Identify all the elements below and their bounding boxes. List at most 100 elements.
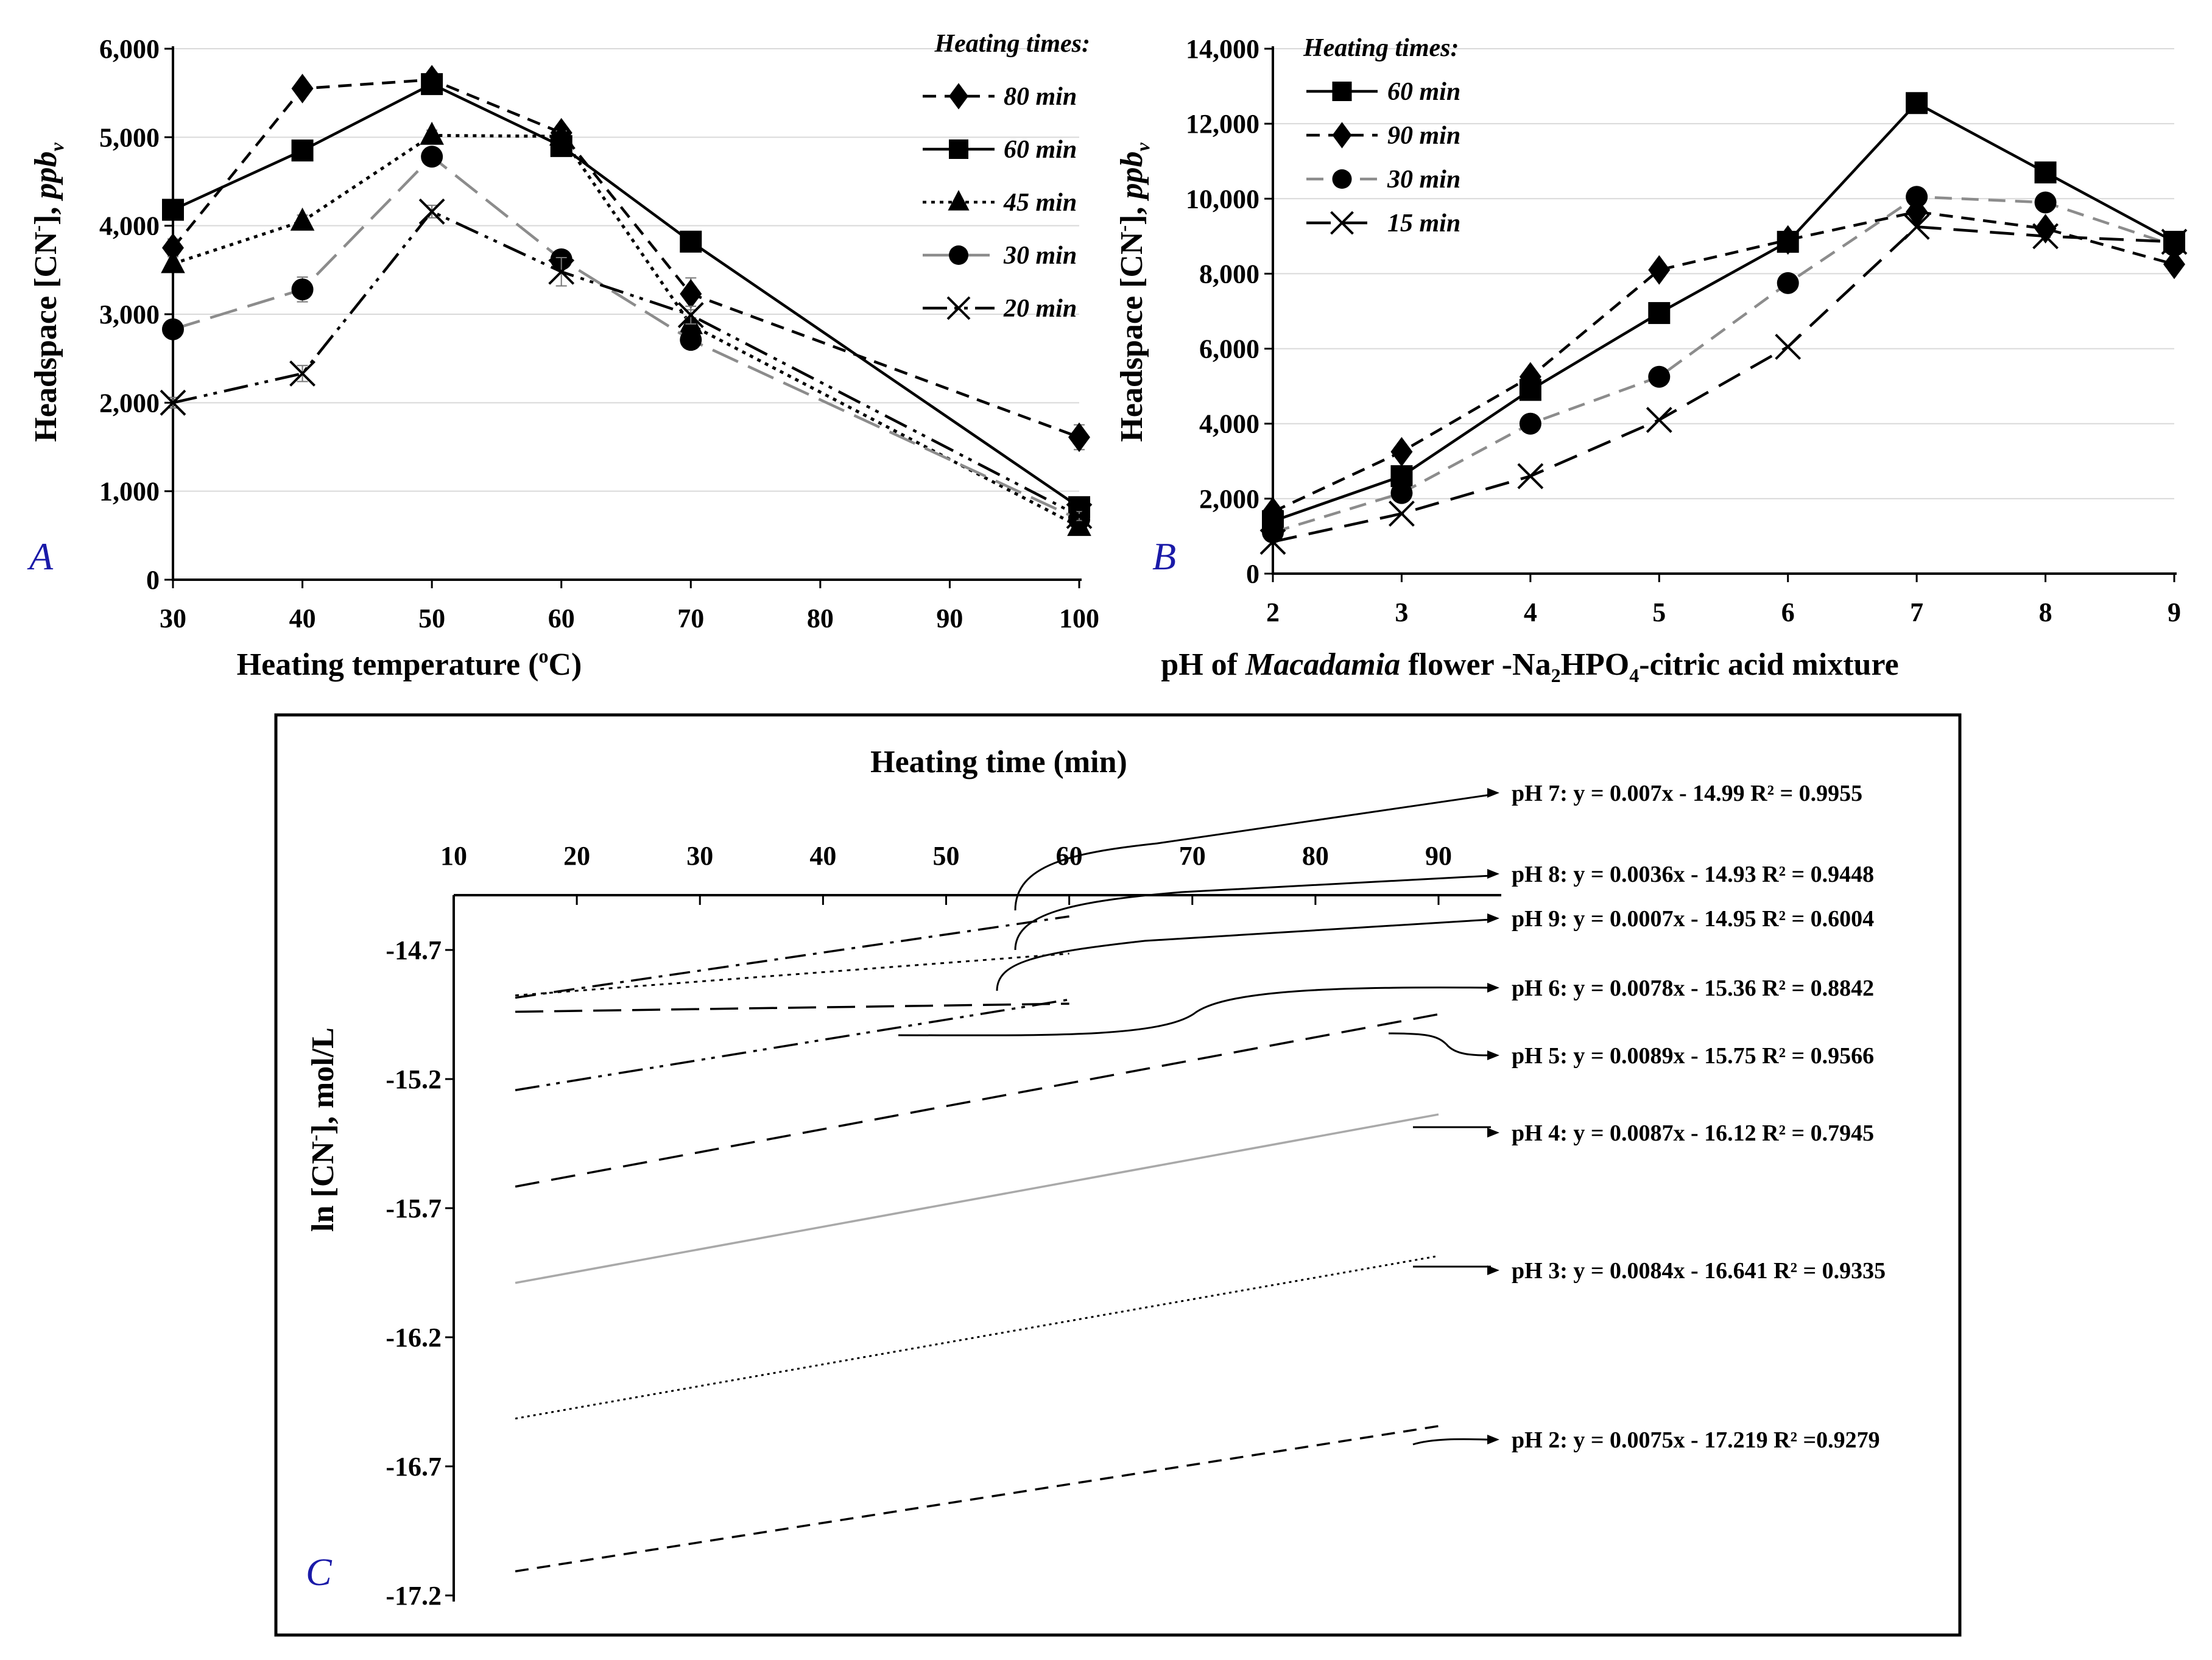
panel-b-legend-label: 90 min	[1387, 122, 1460, 150]
panel-c-y-tick-label: -16.2	[386, 1323, 442, 1352]
panel-b-data-point	[1906, 186, 1928, 208]
panel-c-fit-equation: pH 6: y = 0.0078x - 15.36 R² = 0.8842	[1512, 976, 1874, 1001]
panel-a-data-point	[1066, 502, 1093, 529]
panel-c-fit-line	[515, 915, 1069, 999]
panel-b-chart: 02,0004,0006,0008,00010,00012,00014,000 …	[1112, 34, 2188, 686]
panel-a-data-point	[160, 389, 186, 416]
panel-a-data-point	[162, 233, 184, 263]
panel-b-series-line	[1272, 101, 2175, 522]
panel-a-x-tick-label: 40	[289, 603, 316, 633]
panel-b-data-point	[1648, 365, 1671, 388]
panel-a-legend-label: 30 min	[1003, 242, 1077, 270]
panel-c-arrowhead	[1487, 788, 1499, 798]
panel-a-x-tick-label: 70	[677, 603, 704, 633]
panel-b-y-tick-label: 0	[1246, 559, 1259, 589]
panel-b-data-point	[2161, 228, 2188, 255]
panel-b-data-point	[1906, 92, 1928, 114]
panel-a-legend-marker	[946, 296, 971, 320]
panel-c-y-tick-label: -16.7	[386, 1452, 442, 1482]
panel-c-y-tick-label: -17.2	[386, 1581, 442, 1611]
panel-a-legend-label: 60 min	[1004, 136, 1077, 164]
panel-b-data-point	[1646, 407, 1672, 433]
panel-b-legend-marker	[1332, 169, 1352, 189]
panel-a-legend-marker	[949, 139, 968, 159]
panel-c-x-tick-label: 30	[686, 841, 713, 871]
panel-a-series-line	[172, 209, 1080, 518]
panel-c-fit-line	[515, 952, 1069, 997]
panel-c-arrowhead	[1487, 913, 1499, 923]
panel-a-tag: A	[27, 535, 54, 578]
panel-a-data-point	[680, 329, 702, 351]
panel-a-y-tick-label: 2,000	[99, 388, 160, 418]
panel-a-x-tick-label: 100	[1059, 603, 1099, 633]
panel-b-legend-label: 30 min	[1387, 166, 1460, 194]
panel-b-data-point	[1519, 362, 1541, 392]
panel-a-data-point	[680, 230, 702, 253]
panel-c-x-axis-label: Heating time (min)	[870, 745, 1127, 779]
panel-b-data-point	[2034, 191, 2057, 214]
panel-b-data-point	[1259, 529, 1286, 555]
panel-c-fit-equation: pH 9: y = 0.0007x - 14.95 R² = 0.6004	[1512, 906, 1874, 932]
panel-a-legend-marker	[948, 190, 970, 211]
panel-b-data-point	[2163, 249, 2185, 280]
panel-a-series-line	[172, 133, 1080, 529]
panel-a-y-tick-label: 0	[146, 565, 160, 595]
panel-b-y-tick-label: 12,000	[1186, 109, 1259, 139]
panel-c-connector	[996, 918, 1492, 991]
panel-c-fit-line	[515, 998, 1069, 1091]
panel-a-chart: 0 1,000 2,000 3,000 4,000 5,000 6,000 30 40 50 60…	[26, 30, 1099, 682]
panel-c-fit-line	[515, 1113, 1439, 1284]
panel-a-data-point	[290, 207, 315, 231]
panel-b-y-tick-label: 8,000	[1199, 259, 1259, 289]
panel-a-data-point	[291, 278, 314, 301]
panel-b-data-point	[1262, 497, 1284, 527]
panel-a-x-tick-label: 50	[418, 603, 445, 633]
panel-a-y-tick-label: 6,000	[99, 34, 160, 64]
panel-b-data-point	[1519, 412, 1541, 435]
panel-b-x-tick-label: 6	[1781, 597, 1795, 627]
panel-b-data-point	[1777, 272, 1799, 294]
panel-b-y-tick-label: 6,000	[1199, 334, 1259, 364]
panel-b-data-point	[1390, 482, 1413, 504]
panel-b-x-tick-label: 3	[1395, 597, 1408, 627]
panel-a-data-point	[289, 360, 315, 387]
panel-a-data-point	[421, 73, 443, 96]
panel-c-fit-line	[515, 1013, 1439, 1188]
panel-c-fit-equation: pH 5: y = 0.0089x - 15.75 R² = 0.9566	[1512, 1043, 1874, 1069]
panel-a-x-tick-label: 30	[160, 603, 186, 633]
panel-a-legend-label: 20 min	[1003, 295, 1077, 323]
panel-a-legend-title: Heating times:	[934, 30, 1091, 58]
panel-a-series-line	[172, 78, 1080, 439]
panel-b-legend-title: Heating times:	[1303, 34, 1459, 62]
panel-c-x-tick-label: 90	[1425, 841, 1452, 871]
panel-a-legend-marker	[949, 83, 968, 110]
panel-a-data-point	[421, 146, 443, 168]
panel-c-fit-equation: pH 7: y = 0.007x - 14.99 R² = 0.9955	[1512, 781, 1862, 806]
panel-b-y-tick-label: 2,000	[1199, 484, 1259, 514]
panel-b-data-point	[1648, 255, 1671, 285]
panel-a-series-line	[172, 82, 1080, 508]
panel-c-x-tick-label: 10	[440, 841, 467, 871]
panel-c-arrowhead	[1487, 1128, 1499, 1138]
panel-c-arrowhead	[1487, 1050, 1499, 1060]
panel-a-legend-label: 80 min	[1004, 83, 1077, 111]
panel-a-legend-label: 45 min	[1003, 189, 1077, 217]
panel-a-y-axis-label: Headspace [CN-], ppbv	[26, 142, 68, 442]
panel-a-data-point	[420, 121, 444, 145]
panel-a-legend-marker	[949, 245, 968, 265]
panel-b-data-point	[1777, 225, 1799, 255]
panel-c-arrowhead	[1487, 1265, 1499, 1275]
panel-c-x-tick-label: 70	[1179, 841, 1206, 871]
panel-a-data-point	[418, 198, 445, 225]
panel-b-data-point	[1648, 302, 1671, 325]
panel-c-chart: -14.7 -15.2 -15.7 -16.2 -16.7 -17.2 10 20 30 40 5…	[274, 713, 1962, 1637]
panel-c-connector	[898, 987, 1492, 1036]
panel-b-legend-label: 60 min	[1387, 78, 1460, 106]
panel-b-tag: B	[1152, 535, 1176, 578]
panel-c-connector	[1388, 1032, 1492, 1057]
panel-b-legend-marker	[1330, 211, 1354, 235]
panel-c-frame	[274, 713, 1962, 1637]
panel-b-series-line	[1272, 195, 2175, 534]
panel-a-x-tick-label: 90	[936, 603, 963, 633]
